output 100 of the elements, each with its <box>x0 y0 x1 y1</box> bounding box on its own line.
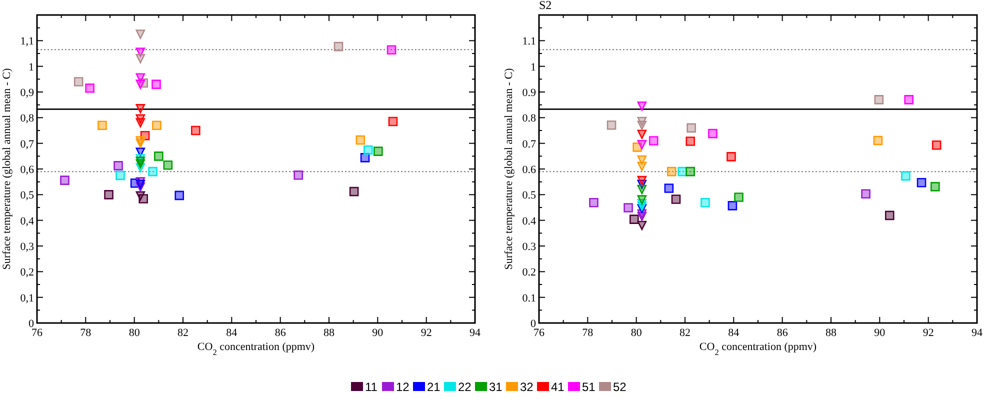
x-tick-label: 78 <box>582 327 594 339</box>
point <box>873 136 883 146</box>
point <box>374 146 383 156</box>
point <box>148 166 158 176</box>
point <box>589 198 598 208</box>
point <box>734 192 744 202</box>
legend-label: 11 <box>365 380 378 394</box>
y-axis-title: Surface temperature (global annual mean - C) <box>1 68 13 270</box>
x-tick-label: 92 <box>922 327 934 339</box>
point <box>686 123 696 133</box>
x-tick-label: 84 <box>728 327 740 339</box>
point <box>629 214 639 224</box>
point <box>98 120 107 130</box>
y-tick-label: 0.6 <box>522 164 536 176</box>
y-tick-label: 0.3 <box>522 241 536 253</box>
point <box>637 176 647 186</box>
point <box>191 126 200 136</box>
point <box>930 182 940 192</box>
point <box>136 104 146 114</box>
legend-label: 31 <box>489 380 503 394</box>
x-tick-label: 86 <box>274 327 286 339</box>
x-tick-label: 80 <box>128 327 140 339</box>
point <box>386 45 396 55</box>
point <box>637 184 647 194</box>
point <box>136 156 146 166</box>
y-tick-label: 0.2 <box>522 266 536 279</box>
x-tick-label: 94 <box>972 327 983 339</box>
point <box>154 152 164 161</box>
point <box>356 135 366 145</box>
x-tick-label: 76 <box>534 327 545 339</box>
point <box>637 162 647 172</box>
point <box>60 176 70 185</box>
point <box>632 142 642 152</box>
legend-label: 21 <box>427 380 441 394</box>
point <box>388 116 398 126</box>
y-tick-label: 0.1 <box>522 292 536 304</box>
y-tick-label: 0 <box>28 318 34 330</box>
point <box>726 152 736 162</box>
point <box>700 198 710 208</box>
point <box>671 194 681 204</box>
point <box>174 190 184 200</box>
point <box>874 95 884 104</box>
x-axis-title: CO$_{2}$ concentration (ppmv) <box>197 341 315 356</box>
point <box>666 166 676 176</box>
point <box>637 130 647 139</box>
y-tick-label: 0,2 <box>20 266 34 279</box>
point <box>686 166 696 176</box>
y-tick-label: 0,4 <box>20 215 34 228</box>
point <box>901 171 910 181</box>
point <box>624 203 633 212</box>
y-tick-label: 0,9 <box>20 87 34 99</box>
legend-label: 52 <box>613 380 627 394</box>
point <box>104 190 114 200</box>
point <box>152 80 161 89</box>
x-tick-label: 86 <box>776 327 788 339</box>
legend-label: 12 <box>396 380 410 394</box>
point <box>904 95 914 104</box>
point <box>349 186 359 196</box>
legend-label: 32 <box>520 380 534 394</box>
point <box>116 170 125 180</box>
x-tick-label: 76 <box>32 327 43 339</box>
point <box>114 161 123 170</box>
y-tick-label: 1 <box>28 61 34 74</box>
point <box>728 201 738 210</box>
point <box>637 140 647 150</box>
x-tick-label: 88 <box>324 327 335 339</box>
y-tick-label: 0 <box>530 318 536 330</box>
point <box>85 84 94 93</box>
y-tick-label: 0,3 <box>20 241 34 253</box>
x-tick-label: 78 <box>80 327 92 339</box>
y-tick-label: 1 <box>530 61 536 74</box>
x-tick-label: 90 <box>372 327 384 339</box>
point <box>637 220 647 230</box>
point <box>686 136 696 146</box>
y-tick-label: 0,5 <box>20 190 34 202</box>
point <box>708 128 718 138</box>
point <box>152 120 162 130</box>
point <box>861 189 870 199</box>
y-tick-label: 0.8 <box>522 112 536 125</box>
y-tick-label: 0.7 <box>522 138 536 150</box>
y-tick-label: 1.1 <box>522 36 536 48</box>
point <box>932 140 942 150</box>
x-tick-label: 88 <box>826 327 837 339</box>
legend-label: 22 <box>458 380 472 394</box>
y-axis-title: Surface temperature (global annual mean - C) <box>503 68 515 270</box>
point <box>637 116 647 126</box>
x-tick-label: 92 <box>420 327 432 339</box>
x-tick-label: 90 <box>874 327 886 339</box>
point <box>648 136 658 146</box>
point <box>637 195 647 204</box>
point <box>136 136 146 146</box>
x-tick-label: 94 <box>470 327 481 339</box>
point <box>916 178 926 188</box>
legend-label: 41 <box>551 380 565 394</box>
point <box>664 184 674 193</box>
point <box>136 180 146 190</box>
point <box>136 191 146 201</box>
x-tick-label: 82 <box>680 327 690 339</box>
point <box>294 170 303 180</box>
point <box>74 77 84 86</box>
